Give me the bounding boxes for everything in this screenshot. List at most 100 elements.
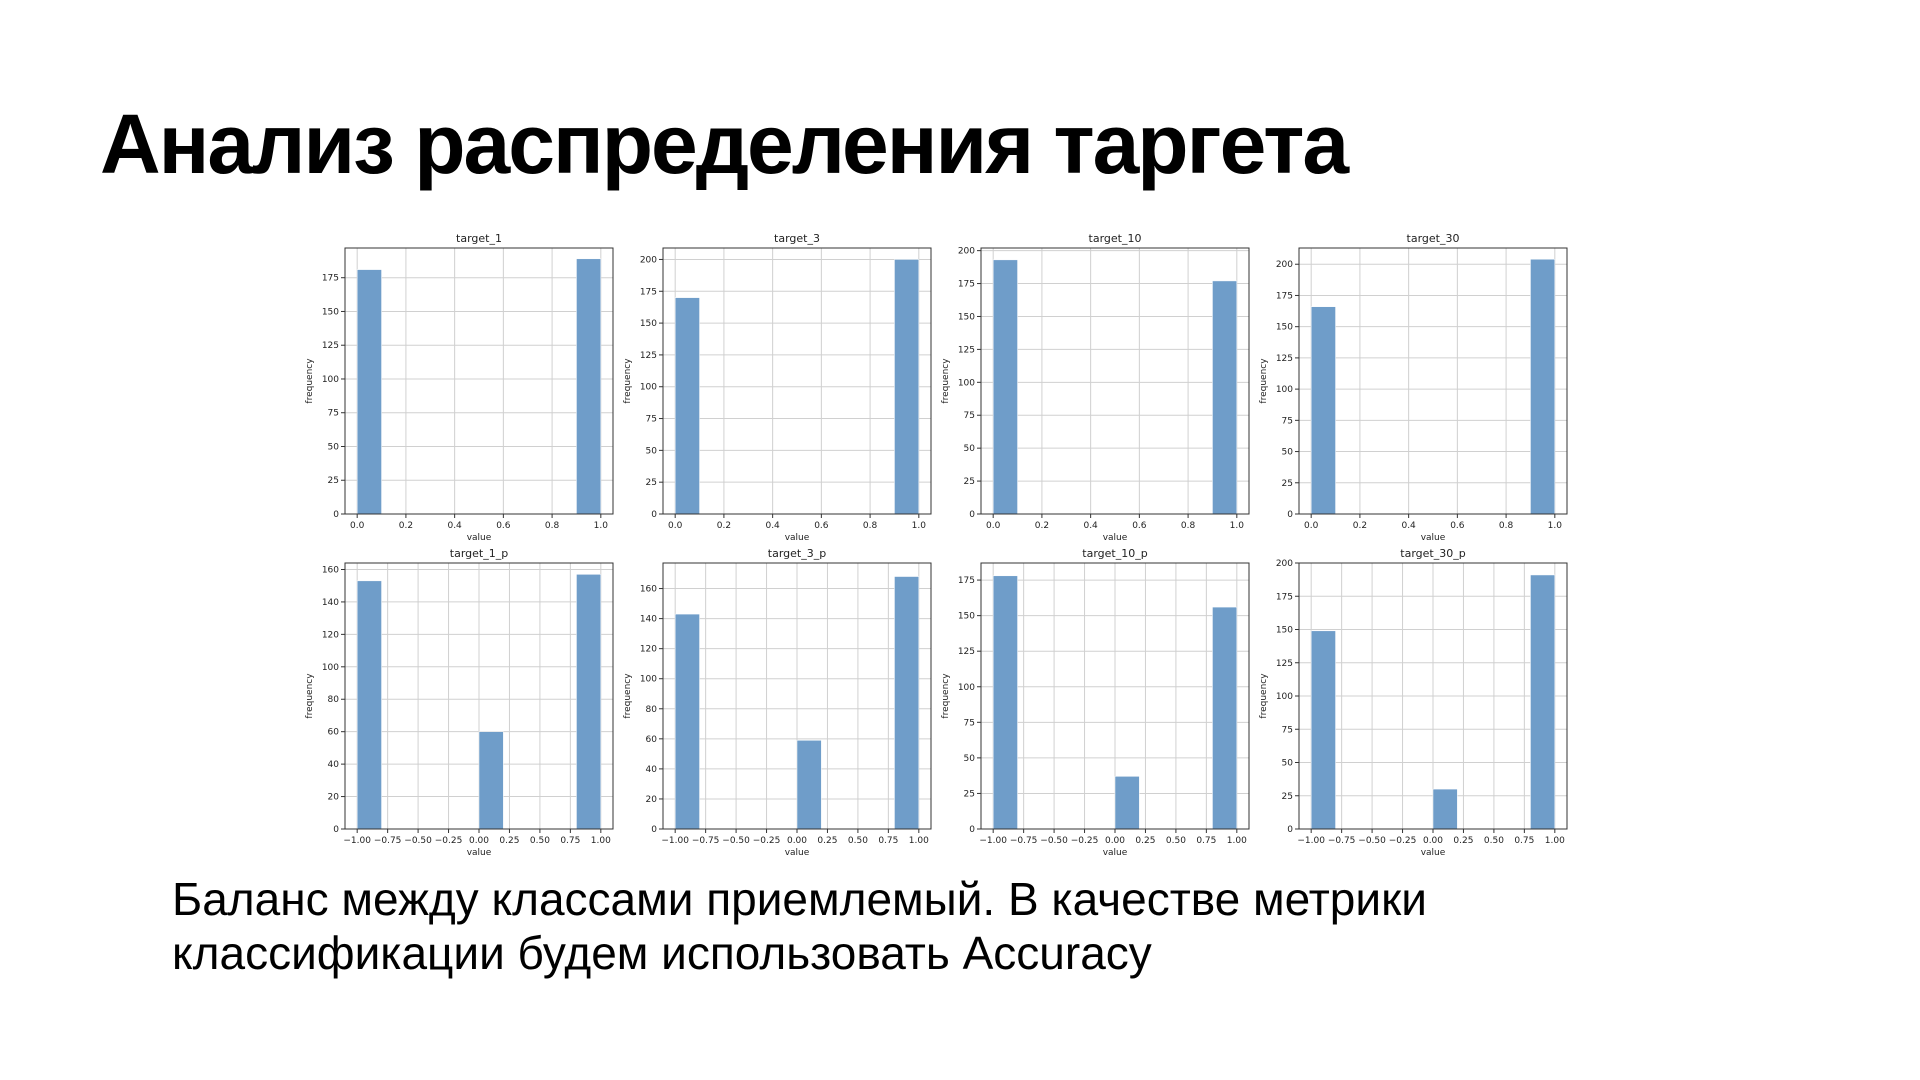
y-tick-label: 140: [322, 598, 339, 608]
caption-line-2: классификации будем использовать Accurac…: [172, 927, 1152, 979]
x-tick-label: −1.00: [979, 836, 1007, 846]
chart-title: target_1: [456, 232, 502, 245]
x-tick-label: 0.75: [1514, 836, 1534, 846]
histogram-bar: [356, 269, 382, 515]
y-tick-label: 125: [958, 647, 975, 657]
histogram-bar: [576, 258, 602, 515]
x-tick-label: 0.00: [1423, 836, 1443, 846]
x-tick-label: 0.0: [1304, 521, 1319, 531]
y-tick-label: 0: [333, 825, 339, 835]
y-tick-label: 175: [640, 287, 657, 297]
chart-target_30: 0.0 0.2 0.4 0.6 0.8 1.0 0 25 50 75 100 125 150 175 200…: [1259, 232, 1568, 543]
y-tick-label: 75: [964, 411, 975, 421]
plot-frame: [662, 562, 932, 830]
y-tick-label: 0: [969, 825, 975, 835]
y-tick-label: 175: [1276, 592, 1293, 602]
y-tick-label: 50: [1282, 448, 1294, 458]
x-tick-label: 0.4: [765, 521, 780, 531]
x-tick-label: −0.25: [435, 836, 463, 846]
plot-frame: [1298, 247, 1568, 515]
plot-frame: [980, 562, 1250, 830]
x-tick-label: 1.00: [591, 836, 611, 846]
x-tick-label: −0.50: [404, 836, 432, 846]
x-tick-label: −0.75: [692, 836, 720, 846]
y-axis-label: frequency: [1259, 673, 1269, 719]
x-tick-label: 1.00: [1545, 836, 1565, 846]
y-tick-label: 150: [958, 312, 975, 322]
histogram-bar: [1212, 606, 1238, 830]
y-tick-label: 150: [958, 612, 975, 622]
x-axis-label: value: [467, 533, 492, 543]
histogram-bar: [894, 259, 920, 515]
x-tick-label: 0.6: [814, 521, 829, 531]
y-tick-label: 60: [646, 735, 658, 745]
x-tick-label: −0.25: [1071, 836, 1099, 846]
x-tick-label: 0.2: [717, 521, 731, 531]
y-tick-label: 75: [1282, 416, 1293, 426]
y-tick-label: 75: [646, 415, 657, 425]
y-tick-label: 80: [646, 705, 658, 715]
x-tick-label: 0.50: [530, 836, 550, 846]
y-tick-label: 120: [322, 630, 339, 640]
x-tick-label: 0.4: [447, 521, 462, 531]
y-tick-label: 25: [964, 789, 975, 799]
x-tick-label: 0.50: [1166, 836, 1186, 846]
histogram-bar: [992, 259, 1018, 515]
x-tick-label: 1.00: [909, 836, 929, 846]
y-tick-label: 120: [640, 645, 657, 655]
histogram-bar: [1212, 280, 1238, 515]
y-tick-label: 25: [1282, 792, 1293, 802]
y-tick-label: 125: [322, 341, 339, 351]
x-tick-label: 0.75: [560, 836, 580, 846]
x-tick-label: 0.25: [1453, 836, 1473, 846]
y-tick-label: 160: [640, 585, 657, 595]
y-tick-label: 200: [1276, 260, 1293, 270]
chart-title: target_10: [1089, 232, 1142, 245]
chart-title: target_3_p: [768, 547, 826, 560]
y-axis-label: frequency: [623, 358, 633, 404]
y-tick-label: 75: [328, 409, 339, 419]
x-tick-label: 0.6: [1132, 521, 1147, 531]
x-tick-label: 0.0: [986, 521, 1001, 531]
y-tick-label: 50: [964, 444, 976, 454]
histogram-bar: [356, 580, 382, 830]
y-tick-label: 0: [651, 825, 657, 835]
y-tick-label: 0: [651, 510, 657, 520]
histogram-bar: [1530, 574, 1556, 830]
chart-target_1_p: −1.00 −0.75 −0.50 −0.25 0.00 0.25 0.50 0.75 1.00…: [305, 547, 614, 858]
x-tick-label: 0.50: [1484, 836, 1504, 846]
x-tick-label: 0.0: [350, 521, 365, 531]
histogram-bar: [1310, 306, 1336, 515]
x-tick-label: 0.25: [817, 836, 837, 846]
y-tick-label: 160: [322, 565, 339, 575]
y-tick-label: 40: [328, 760, 340, 770]
chart-target_3_p: −1.00 −0.75 −0.50 −0.25 0.00 0.25 0.50 0.75 1.00…: [623, 547, 932, 858]
x-tick-label: −1.00: [1297, 836, 1325, 846]
x-tick-label: 0.0: [668, 521, 683, 531]
histogram-bar: [576, 574, 602, 830]
y-tick-label: 125: [958, 345, 975, 355]
x-axis-label: value: [1103, 848, 1128, 858]
chart-target_1: 0.0 0.2 0.4 0.6 0.8 1.0 0 25 50 75 100 125 150 175 tar…: [305, 232, 614, 543]
y-tick-label: 125: [640, 351, 657, 361]
x-tick-label: −0.25: [1389, 836, 1417, 846]
y-tick-label: 50: [646, 446, 658, 456]
x-tick-label: 0.2: [1353, 521, 1367, 531]
caption-line-1: Баланс между классами приемлемый. В каче…: [172, 873, 1427, 925]
chart-target_30_p: −1.00 −0.75 −0.50 −0.25 0.00 0.25 0.50 0.75 1.00…: [1259, 547, 1568, 858]
y-tick-label: 50: [1282, 759, 1294, 769]
y-tick-label: 40: [646, 765, 658, 775]
y-tick-label: 20: [328, 793, 340, 803]
y-tick-label: 0: [1287, 510, 1293, 520]
y-tick-label: 175: [322, 274, 339, 284]
x-tick-label: 1.0: [1230, 521, 1245, 531]
x-axis-label: value: [1421, 848, 1446, 858]
x-tick-label: −0.50: [722, 836, 750, 846]
y-tick-label: 175: [958, 576, 975, 586]
y-tick-label: 140: [640, 615, 657, 625]
y-tick-label: 150: [1276, 626, 1293, 636]
y-tick-label: 80: [328, 695, 340, 705]
chart-target_10_p: −1.00 −0.75 −0.50 −0.25 0.00 0.25 0.50 0.75 1.00…: [941, 547, 1250, 858]
x-tick-label: 0.2: [1035, 521, 1049, 531]
x-tick-label: −0.50: [1358, 836, 1386, 846]
